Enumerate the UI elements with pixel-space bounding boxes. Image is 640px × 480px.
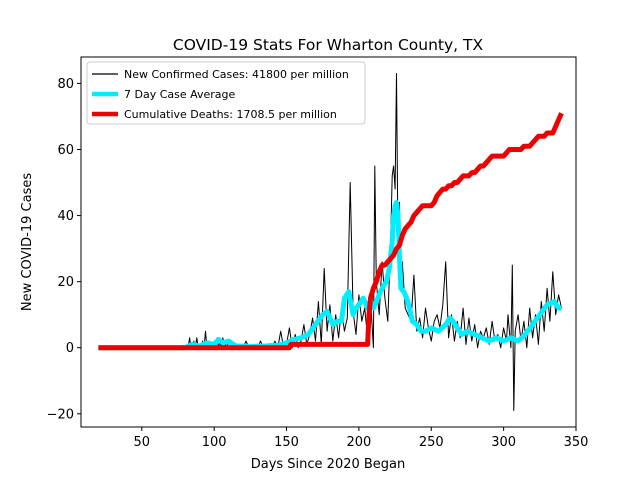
legend-label-2: 7 Day Case Average <box>124 88 236 101</box>
x-axis-label: Days Since 2020 Began <box>251 457 406 472</box>
x-tick-label: 300 <box>491 435 516 450</box>
x-tick-label: 200 <box>346 435 371 450</box>
legend-box <box>86 61 366 125</box>
plot-lines <box>98 73 564 411</box>
y-tick-label: 60 <box>57 143 74 158</box>
chart-title: COVID-19 Stats For Wharton County, TX <box>173 36 484 54</box>
y-tick-label: 80 <box>57 77 74 92</box>
y-axis: −20 0 20 40 60 80 <box>47 77 81 422</box>
legend: New Confirmed Cases: 41800 per million 7 … <box>86 61 366 125</box>
x-tick-label: 250 <box>419 435 444 450</box>
series-line-3 <box>98 112 564 351</box>
y-tick-label: 0 <box>66 341 74 356</box>
y-tick-label: −20 <box>47 407 74 422</box>
y-tick-label: 40 <box>57 209 74 224</box>
legend-label-3: Cumulative Deaths: 1708.5 per million <box>124 108 337 121</box>
plot-frame <box>80 56 577 428</box>
legend-label-1: New Confirmed Cases: 41800 per million <box>124 68 349 81</box>
x-axis: 50 100 150 200 250 300 350 <box>134 427 589 450</box>
x-tick-label: 100 <box>202 435 227 450</box>
x-tick-label: 50 <box>134 435 151 450</box>
x-tick-label: 350 <box>564 435 589 450</box>
x-tick-label: 150 <box>274 435 299 450</box>
y-tick-label: 20 <box>57 275 74 290</box>
y-axis-label: New COVID-19 Cases <box>20 173 35 311</box>
